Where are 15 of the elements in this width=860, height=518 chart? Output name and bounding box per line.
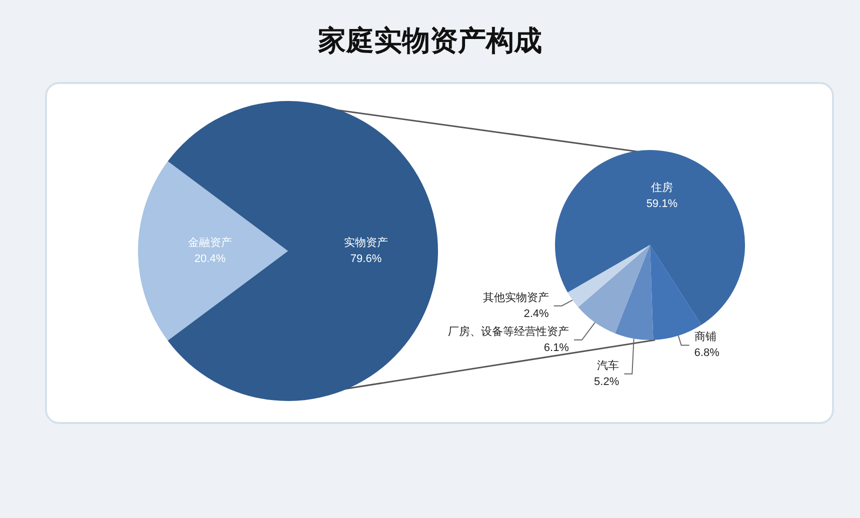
slice-label: 汽车 [597,358,620,372]
slice-label: 金融资产 [188,236,232,249]
slice-label: 住房 [650,180,673,194]
slice-label: 其他实物资产 [482,290,549,304]
data-label: 79.6% [350,253,382,266]
data-label: 5.2% [594,376,620,388]
slice-label: 商铺 [694,330,716,344]
data-label: 20.4% [194,252,226,265]
data-label: 6.8% [694,347,720,360]
data-label: 6.1% [544,342,570,354]
slice-label: 厂房、设备等经营性资产 [448,324,569,338]
data-label: 2.4% [524,308,550,320]
slice-label: 实物资产 [344,236,388,250]
data-label: 59.1% [646,198,678,210]
chart-title: 家庭实物资产构成 [317,23,543,59]
